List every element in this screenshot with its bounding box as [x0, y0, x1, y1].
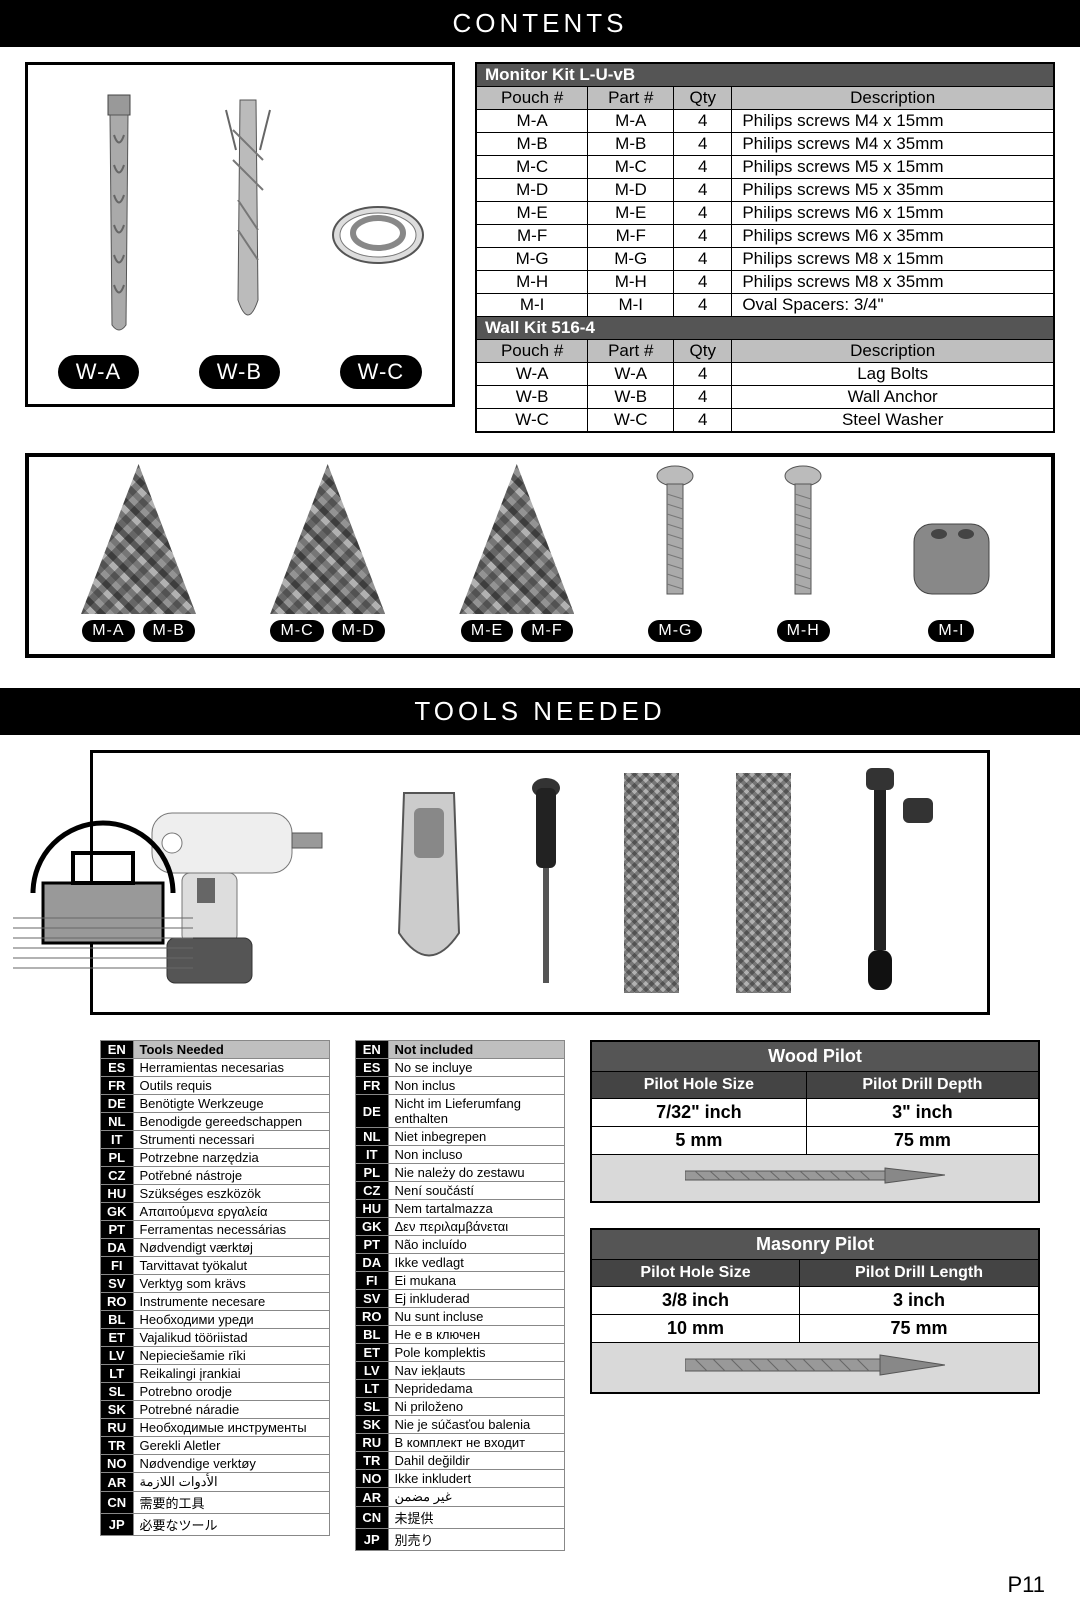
label-mc: M-C	[270, 620, 323, 642]
label-mh: M-H	[777, 620, 830, 642]
label-me: M-E	[461, 620, 513, 642]
spacer-icon	[904, 464, 999, 614]
lower-section: ENTools NeededESHerramientas necesariasF…	[0, 1030, 1080, 1551]
col-part: Part #	[588, 87, 674, 110]
monitor-kit-rows: M-AM-A4Philips screws M4 x 15mmM-BM-B4Ph…	[476, 110, 1054, 317]
label-mf: M-F	[521, 620, 572, 642]
drillbit-icon	[736, 773, 791, 993]
toolbox-icon	[13, 783, 193, 983]
wall-parts-illustration: W-A W-B W-C	[25, 62, 455, 407]
lang-tools-rows: ENTools NeededESHerramientas necesariasF…	[101, 1041, 330, 1536]
page-number: P11	[1007, 1572, 1045, 1598]
monitor-kit-table: Monitor Kit L-U-vB Pouch # Part # Qty De…	[475, 62, 1055, 433]
label-md: M-D	[332, 620, 385, 642]
screws-illustration	[81, 464, 196, 614]
bolt-icon	[655, 464, 695, 614]
wall-label-wc: W-C	[340, 355, 423, 389]
masonry-pilot-table: Masonry Pilot Pilot Hole Size Pilot Dril…	[590, 1228, 1040, 1394]
tools-header: TOOLS NEEDED	[0, 688, 1080, 735]
wall-kit-rows: W-AW-A4Lag BoltsW-BW-B4Wall AnchorW-CW-C…	[476, 363, 1054, 433]
contents-header: CONTENTS	[0, 0, 1080, 47]
wall-kit-title: Wall Kit 516-4	[476, 317, 1054, 340]
tools-illustration	[90, 750, 990, 1015]
pilot-tables: Wood Pilot Pilot Hole Size Pilot Drill D…	[590, 1040, 1040, 1394]
screws-illustration	[270, 464, 385, 614]
label-mb: M-B	[143, 620, 195, 642]
wood-pilot-title: Wood Pilot	[591, 1041, 1039, 1072]
kit-tables: Monitor Kit L-U-vB Pouch # Part # Qty De…	[475, 62, 1055, 433]
screwdriver-icon	[526, 773, 566, 993]
bolt-icon	[783, 464, 823, 614]
monitor-parts-strip: M-A M-B M-C M-D M-E M-F M-G	[25, 453, 1055, 658]
screws-illustration	[459, 464, 574, 614]
contents-section: W-A W-B W-C Monitor Kit L-U-vB Pouch # P…	[0, 47, 1080, 443]
ratchet-icon	[848, 768, 938, 998]
col-qty: Qty	[674, 87, 732, 110]
masonry-pilot-title: Masonry Pilot	[591, 1229, 1039, 1260]
lang-notincl-rows: ENNot includedESNo se incluyeFRNon inclu…	[356, 1041, 565, 1551]
wood-pilot-table: Wood Pilot Pilot Hole Size Pilot Drill D…	[590, 1040, 1040, 1203]
wall-label-wb: W-B	[199, 355, 280, 389]
col-pouch: Pouch #	[476, 87, 588, 110]
masonry-bit-illustration	[591, 1343, 1039, 1394]
drillbit-icon	[624, 773, 679, 993]
label-mg: M-G	[648, 620, 702, 642]
wall-label-wa: W-A	[58, 355, 139, 389]
not-included-lang-table: ENNot includedESNo se incluyeFRNon inclu…	[355, 1040, 565, 1551]
label-mi: M-I	[928, 620, 974, 642]
col-desc: Description	[732, 87, 1054, 110]
monitor-kit-title: Monitor Kit L-U-vB	[476, 63, 1054, 87]
tools-needed-lang-table: ENTools NeededESHerramientas necesariasF…	[100, 1040, 330, 1536]
wood-bit-illustration	[591, 1155, 1039, 1203]
label-ma: M-A	[82, 620, 134, 642]
studfinder-icon	[389, 783, 469, 983]
